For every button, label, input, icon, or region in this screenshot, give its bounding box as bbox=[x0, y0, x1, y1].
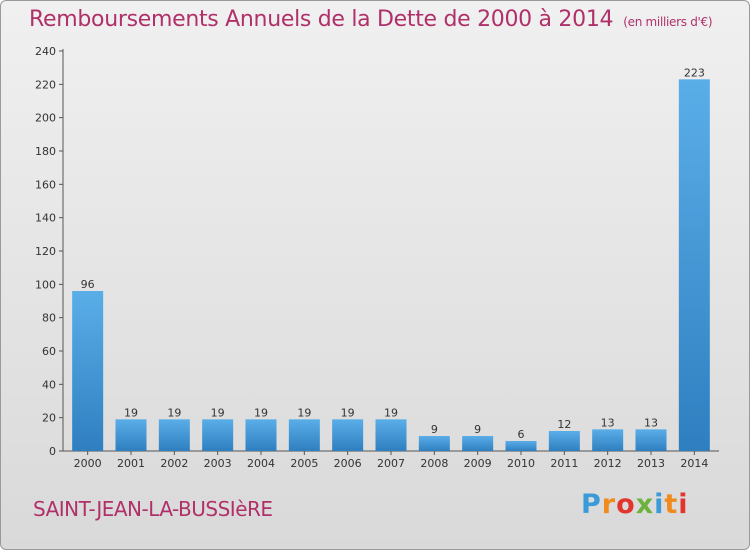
x-tick-label: 2001 bbox=[117, 457, 145, 470]
y-tick-label: 80 bbox=[42, 312, 56, 325]
x-tick-label: 2012 bbox=[594, 457, 622, 470]
chart-unit: (en milliers d'€) bbox=[623, 15, 713, 29]
bar-2011 bbox=[548, 431, 580, 451]
y-tick-label: 200 bbox=[35, 112, 56, 125]
y-tick-label: 240 bbox=[35, 45, 56, 58]
logo-letter: r bbox=[601, 489, 617, 520]
bar-2014 bbox=[678, 79, 710, 451]
data-label-2009: 9 bbox=[474, 423, 481, 436]
data-label-2003: 19 bbox=[211, 406, 225, 419]
data-label-2002: 19 bbox=[167, 406, 181, 419]
bar-2001 bbox=[115, 419, 147, 451]
data-label-2006: 19 bbox=[341, 406, 355, 419]
chart-title: Remboursements Annuels de la Dette de 20… bbox=[29, 7, 713, 32]
logo-letter: o bbox=[616, 489, 636, 520]
x-tick-label: 2014 bbox=[680, 457, 708, 470]
y-tick-label: 20 bbox=[42, 412, 56, 425]
x-tick-label: 2004 bbox=[247, 457, 275, 470]
x-tick-label: 2011 bbox=[550, 457, 578, 470]
x-tick-label: 2000 bbox=[74, 457, 102, 470]
bar-2009 bbox=[462, 436, 494, 451]
data-label-2012: 13 bbox=[601, 416, 615, 429]
y-tick-label: 140 bbox=[35, 212, 56, 225]
y-tick-label: 160 bbox=[35, 178, 56, 191]
logo-letter: i bbox=[678, 489, 689, 520]
y-tick-label: 220 bbox=[35, 78, 56, 91]
axes: 0 20 40 60 80 100 120 140 160 180 200 220 240 2000 200… bbox=[35, 45, 719, 470]
bar-2000 bbox=[72, 291, 104, 451]
data-label-2004: 19 bbox=[254, 406, 268, 419]
logo-letter: t bbox=[664, 489, 679, 520]
y-tick-label: 0 bbox=[49, 445, 56, 458]
x-tick-label: 2009 bbox=[464, 457, 492, 470]
bar-2004 bbox=[245, 419, 277, 451]
bar-2005 bbox=[288, 419, 320, 451]
bars bbox=[72, 79, 710, 451]
bar-2008 bbox=[418, 436, 450, 451]
data-label-2005: 19 bbox=[297, 406, 311, 419]
y-tick-label: 180 bbox=[35, 145, 56, 158]
data-label-2014: 223 bbox=[684, 66, 705, 79]
logo-letter: P bbox=[581, 489, 602, 520]
chart-title-text: Remboursements Annuels de la Dette de 20… bbox=[29, 7, 614, 32]
x-tick-label: 2007 bbox=[377, 457, 405, 470]
data-label-2011: 12 bbox=[557, 418, 571, 431]
bar-2012 bbox=[592, 429, 624, 451]
data-label-2000: 96 bbox=[81, 278, 95, 291]
x-tick-label: 2006 bbox=[334, 457, 362, 470]
logo-letter: i bbox=[654, 489, 665, 520]
x-tick-label: 2008 bbox=[420, 457, 448, 470]
data-label-2007: 19 bbox=[384, 406, 398, 419]
y-tick-label: 120 bbox=[35, 245, 56, 258]
bar-2006 bbox=[332, 419, 364, 451]
x-tick-label: 2005 bbox=[290, 457, 318, 470]
x-tick-label: 2010 bbox=[507, 457, 535, 470]
bar-2002 bbox=[158, 419, 190, 451]
bar-2010 bbox=[505, 441, 537, 451]
bar-2013 bbox=[635, 429, 667, 451]
place-name: SAINT-JEAN-LA-BUSSIèRE bbox=[33, 497, 273, 521]
y-tick-label: 100 bbox=[35, 278, 56, 291]
data-label-2010: 6 bbox=[518, 428, 525, 441]
y-tick-label: 40 bbox=[42, 378, 56, 391]
data-label-2008: 9 bbox=[431, 423, 438, 436]
data-label-2013: 13 bbox=[644, 416, 658, 429]
data-label-2001: 19 bbox=[124, 406, 138, 419]
x-tick-label: 2003 bbox=[204, 457, 232, 470]
y-tick-label: 60 bbox=[42, 345, 56, 358]
x-tick-label: 2013 bbox=[637, 457, 665, 470]
logo-letter: x bbox=[635, 489, 655, 520]
bar-2007 bbox=[375, 419, 407, 451]
bar-2003 bbox=[202, 419, 234, 451]
x-tick-label: 2002 bbox=[160, 457, 188, 470]
proxiti-logo: Proxiti bbox=[581, 489, 689, 520]
